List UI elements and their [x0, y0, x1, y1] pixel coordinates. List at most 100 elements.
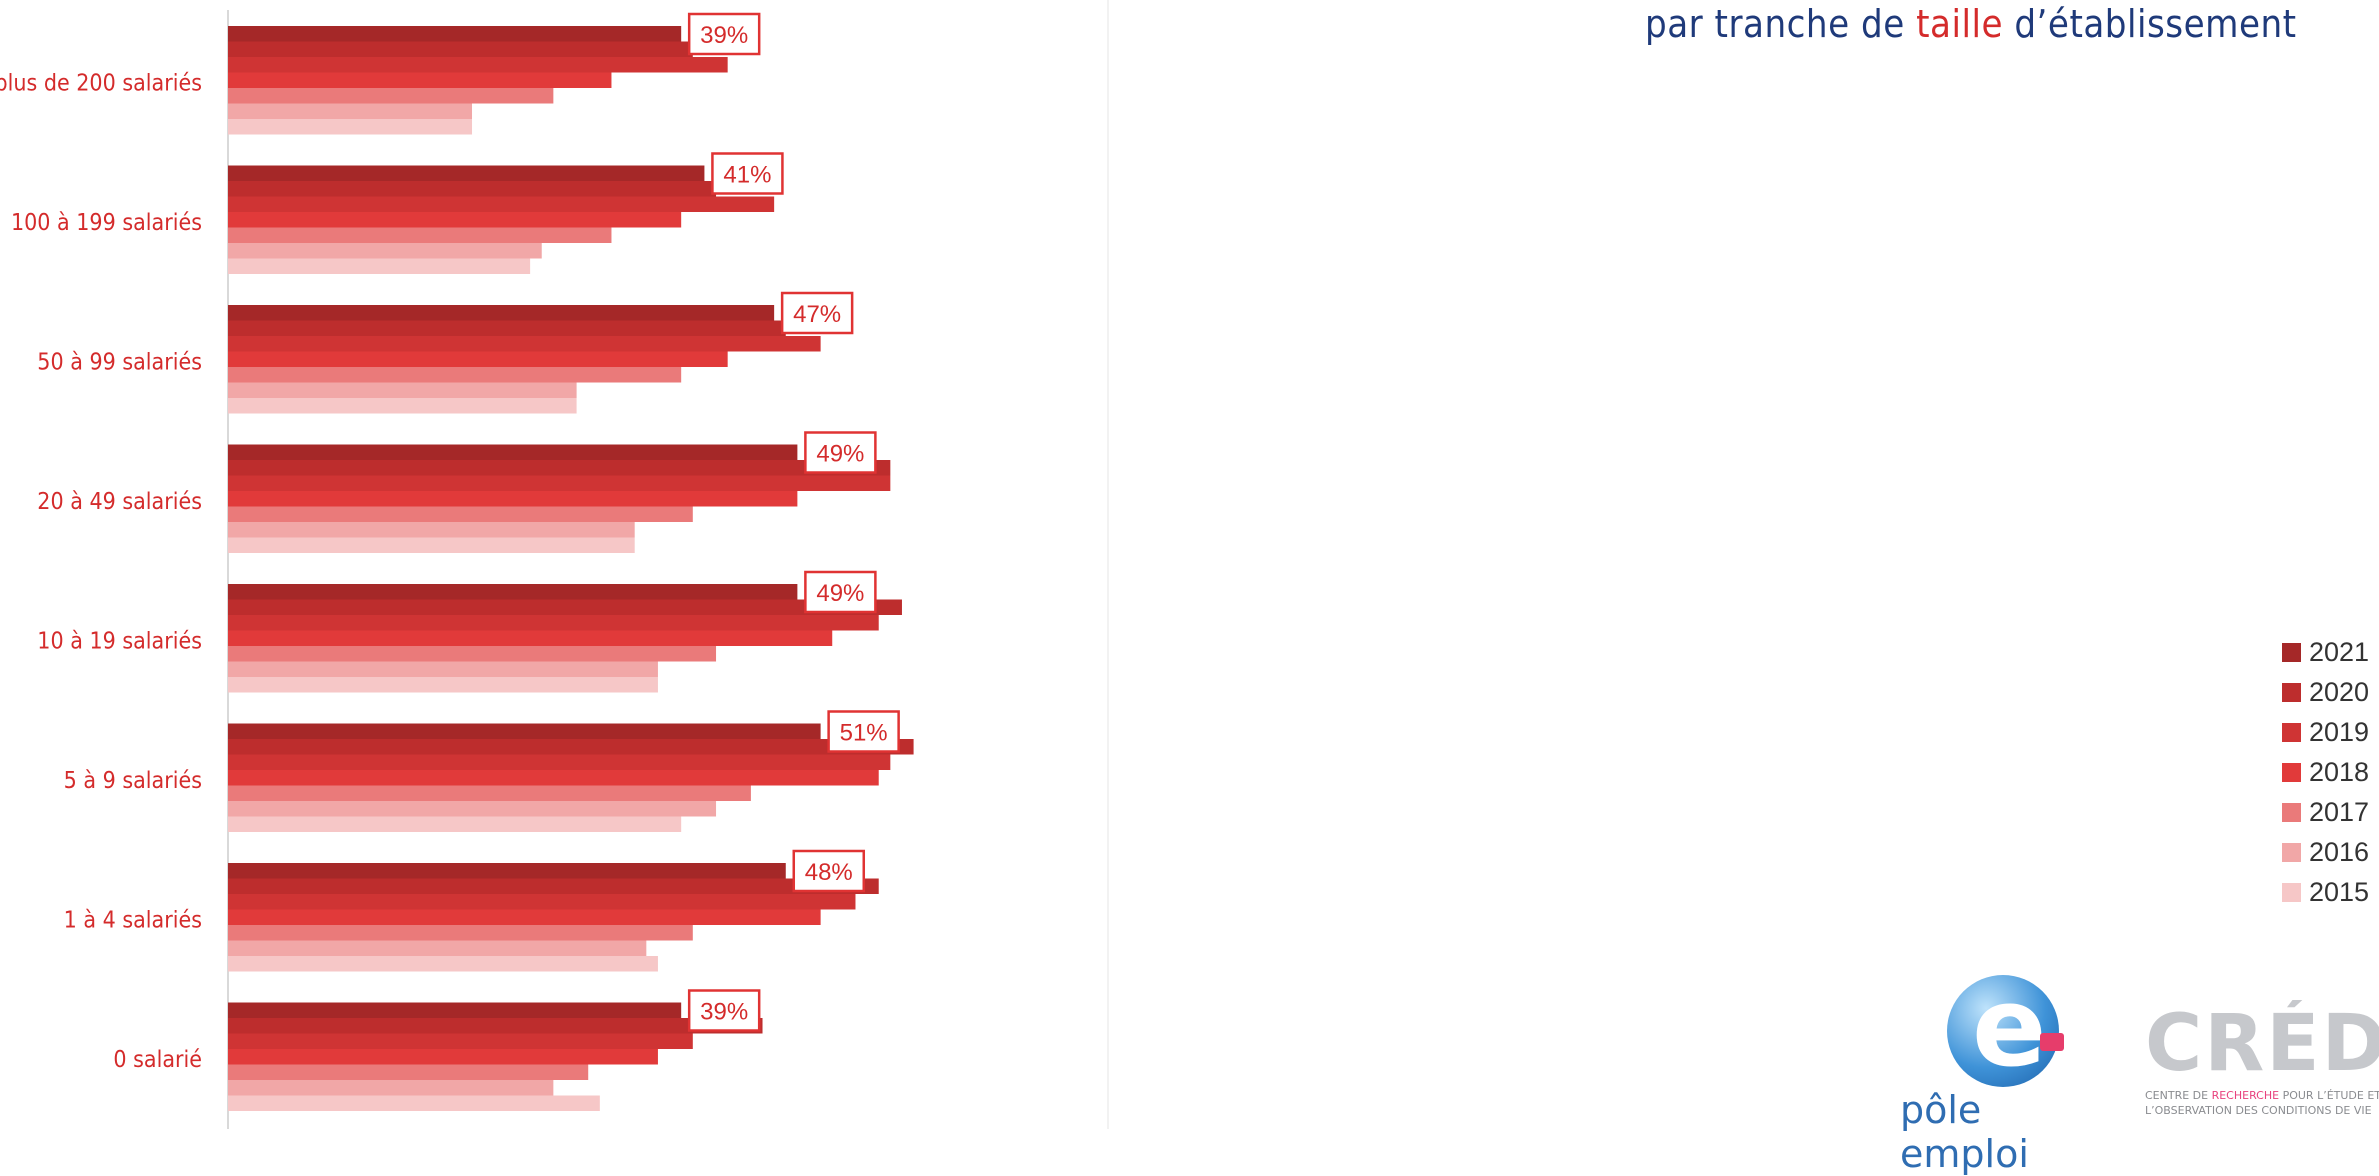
category-label: 1 à 4 salariés: [64, 907, 202, 933]
data-label: 48%: [805, 859, 853, 886]
bar-2018: [228, 1049, 658, 1065]
bar-2020: [228, 1018, 763, 1034]
bar-2016: [228, 1080, 554, 1096]
credoc-tagline-1: CENTRE DE RECHERCHE POUR L’ÉTUDE ET: [2145, 1089, 2379, 1102]
bar-2017: [228, 785, 751, 801]
data-label: 49%: [816, 580, 864, 607]
bar-2017: [228, 506, 693, 522]
legend-item-2020: 2020: [2282, 672, 2369, 712]
legend-item-2017: 2017: [2282, 792, 2369, 832]
bar-2018: [228, 909, 821, 925]
bar-2021: [228, 165, 705, 181]
bar-2019: [228, 196, 775, 212]
legend-label: 2016: [2309, 836, 2370, 867]
bar-2019: [228, 336, 821, 352]
pole-emploi-wordmark: pôle emploi: [1900, 1088, 2029, 1176]
bar-2020: [228, 41, 693, 57]
bar-2015: [228, 677, 658, 693]
data-label-box: [827, 710, 900, 753]
pole-emploi-ball-icon: [1947, 975, 2059, 1087]
bar-2018: [228, 630, 833, 646]
legend-swatch: [2282, 802, 2301, 822]
legend-label: 2020: [2309, 676, 2370, 707]
bar-2015: [228, 537, 635, 553]
legend-item-2019: 2019: [2282, 712, 2369, 752]
chart-legend: 2021 2020 2019 2018 2017 2016 2015: [2282, 632, 2369, 912]
bar-chart: plus de 200 salariés 39% 100 à 199 salarié…: [0, 0, 1109, 1129]
chart-title: par tranche de taille d’établissement: [1645, 2, 2297, 46]
category-label: 20 à 49 salariés: [37, 489, 202, 515]
bar-2019: [228, 475, 891, 491]
bar-2016: [228, 243, 542, 259]
legend-swatch: [2282, 842, 2301, 862]
data-label: 47%: [793, 301, 841, 328]
bar-2015: [228, 258, 531, 274]
bar-2015: [228, 119, 473, 135]
bar-2015: [228, 398, 577, 414]
bar-2021: [228, 863, 786, 879]
bar-2019: [228, 754, 891, 770]
bar-2015: [228, 1095, 600, 1111]
credoc-logo: CRÉDOC CENTRE DE RECHERCHE POUR L’ÉTUDE …: [2145, 1000, 2379, 1129]
data-label: 49%: [816, 441, 864, 468]
bar-2021: [228, 26, 682, 42]
title-accent-word: taille: [1916, 2, 2003, 46]
legend-label: 2017: [2309, 796, 2370, 827]
bar-2017: [228, 646, 717, 662]
pole-emploi-e-icon: e: [1972, 963, 2047, 1091]
bar-2016: [228, 103, 473, 119]
data-label-box: [687, 12, 761, 56]
data-label-box: [780, 291, 854, 335]
bar-2017: [228, 925, 693, 941]
credoc-tagline-2: L’OBSERVATION DES CONDITIONS DE VIE: [2145, 1104, 2372, 1117]
data-label-box: [804, 431, 877, 474]
data-label: 41%: [723, 162, 771, 189]
bar-2019: [228, 1033, 693, 1049]
data-label-box: [804, 570, 877, 614]
legend-label: 2015: [2309, 876, 2370, 907]
bar-2018: [228, 72, 612, 88]
bar-2020: [228, 320, 786, 336]
bar-2021: [228, 723, 821, 739]
bar-2019: [228, 615, 879, 631]
title-part-2: d’établissement: [2002, 2, 2297, 46]
category-label: plus de 200 salariés: [0, 70, 202, 96]
bar-2021: [228, 444, 798, 460]
bar-2017: [228, 88, 554, 104]
bar-2016: [228, 382, 577, 398]
category-label: 50 à 99 salariés: [37, 349, 202, 375]
credoc-wordmark: CRÉDOC: [2145, 1000, 2379, 1089]
bar-2018: [228, 491, 798, 507]
legend-label: 2019: [2309, 716, 2370, 747]
bar-2020: [228, 599, 902, 615]
bar-2016: [228, 801, 717, 817]
bar-2018: [228, 351, 728, 367]
bar-2019: [228, 894, 856, 910]
legend-swatch: [2282, 722, 2301, 742]
legend-item-2016: 2016: [2282, 832, 2369, 872]
legend-swatch: [2282, 762, 2301, 782]
bar-2020: [228, 739, 914, 755]
bar-2018: [228, 770, 879, 786]
bar-2017: [228, 367, 682, 383]
legend-item-2018: 2018: [2282, 752, 2369, 792]
bar-2016: [228, 661, 658, 677]
legend-label: 2018: [2309, 756, 2370, 787]
bar-2020: [228, 460, 891, 476]
legend-swatch: [2282, 882, 2301, 902]
bar-2015: [228, 956, 658, 972]
bar-2017: [228, 1064, 589, 1080]
data-label: 39%: [700, 999, 748, 1026]
legend-swatch: [2282, 642, 2301, 662]
legend-swatch: [2282, 682, 2301, 702]
bar-2015: [228, 816, 682, 832]
data-label-box: [711, 152, 784, 195]
bar-2017: [228, 227, 612, 243]
bar-2019: [228, 57, 728, 73]
bar-2018: [228, 212, 682, 228]
category-label: 10 à 19 salariés: [37, 628, 202, 654]
legend-item-2015: 2015: [2282, 872, 2369, 912]
bar-2016: [228, 522, 635, 538]
legend-label: 2021: [2309, 636, 2370, 667]
data-label-box: [792, 849, 866, 893]
